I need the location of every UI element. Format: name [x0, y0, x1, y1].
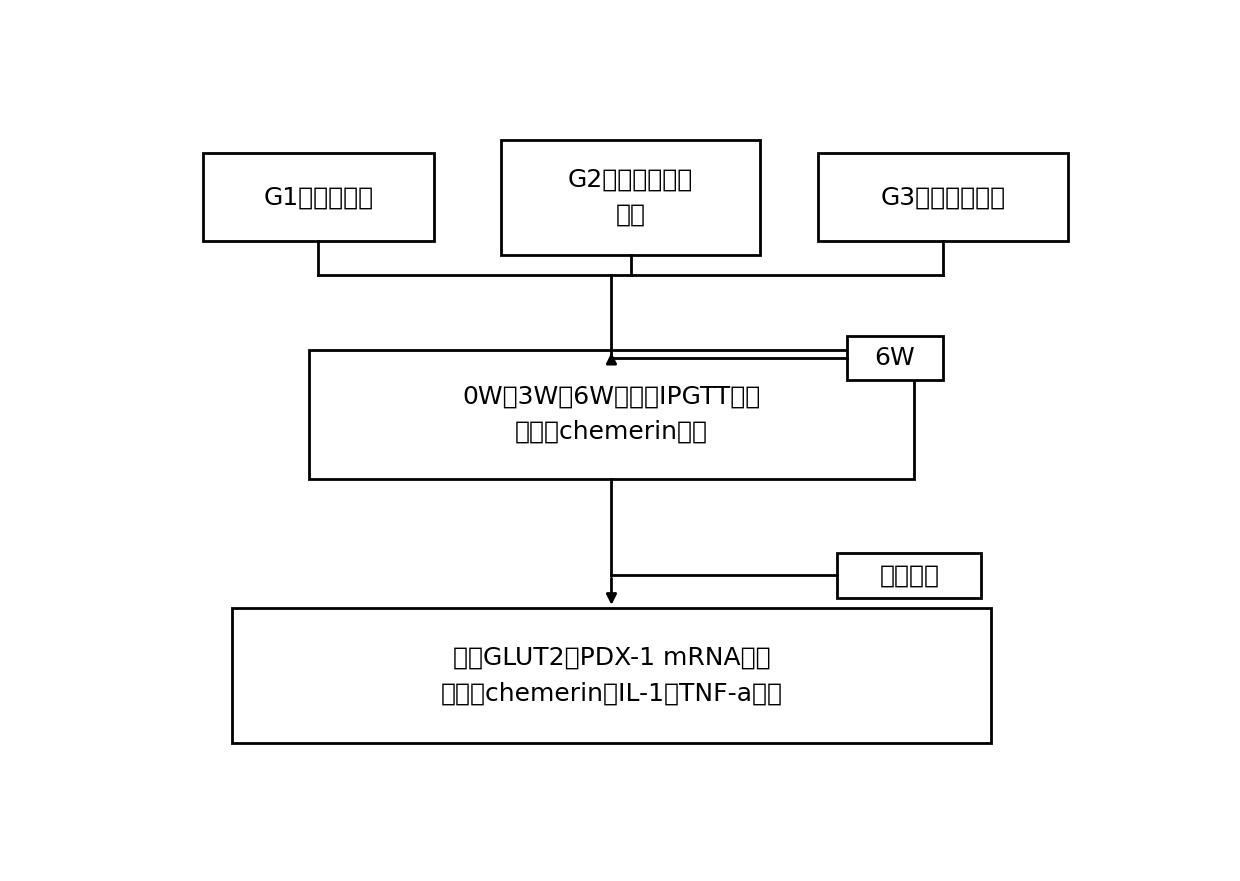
Text: 胰腺GLUT2、PDX-1 mRNA表达
外周血chemerin、IL-1、TNF-a水平: 胰腺GLUT2、PDX-1 mRNA表达 外周血chemerin、IL-1、TN…	[440, 646, 782, 706]
Bar	[837, 553, 982, 597]
Text: 处死小鼠: 处死小鼠	[879, 564, 940, 588]
Text: G1：精氨酸组: G1：精氨酸组	[263, 185, 373, 210]
Text: 6W: 6W	[874, 346, 915, 370]
Bar	[501, 140, 760, 255]
Bar	[309, 350, 914, 479]
Bar	[847, 337, 942, 381]
Text: G2：高脂高糖饮
食组: G2：高脂高糖饮 食组	[568, 167, 693, 227]
Text: 0W、3W、6W时间点IPGTT试验
外周血chemerin水平: 0W、3W、6W时间点IPGTT试验 外周血chemerin水平	[463, 385, 760, 444]
Bar	[203, 153, 434, 241]
Bar	[818, 153, 1068, 241]
Text: G3：阴性对照组: G3：阴性对照组	[880, 185, 1006, 210]
Bar	[232, 608, 991, 744]
